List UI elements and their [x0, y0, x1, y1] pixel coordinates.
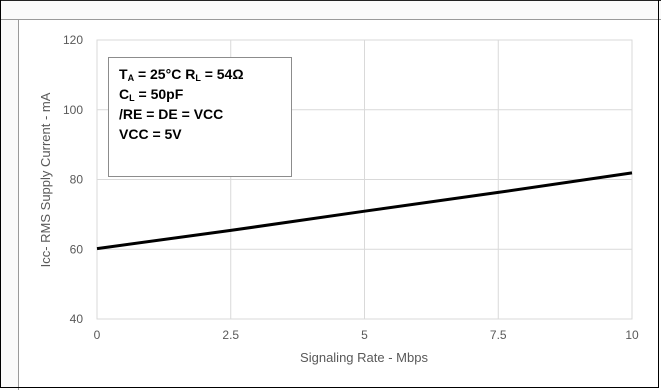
annotation-line-2: CL = 50pF [119, 86, 184, 103]
x-tick-labels: 0 2.5 5 7.5 10 [94, 328, 639, 342]
y-tick-label: 60 [70, 242, 84, 256]
left-margin-strip [0, 20, 19, 390]
y-tick-label: 100 [63, 103, 83, 117]
x-tick-label: 10 [625, 328, 639, 342]
y-tick-label: 80 [70, 173, 84, 187]
top-margin-strip [0, 1, 661, 20]
annotation-line-3: /RE = DE = VCC [119, 106, 224, 122]
x-tick-label: 2.5 [222, 328, 239, 342]
annotation-box: TA = 25°C RL = 54Ω CL = 50pF /RE = DE = … [108, 57, 292, 177]
y-tick-labels: 40 60 80 100 120 [63, 33, 83, 326]
y-tick-label: 40 [70, 312, 84, 326]
x-tick-label: 5 [361, 328, 368, 342]
series-line [96, 171, 633, 251]
annotation-line-1: TA = 25°C RL = 54Ω [119, 66, 244, 83]
series-group [96, 171, 633, 251]
x-tick-label: 0 [94, 328, 101, 342]
x-axis-label: Signaling Rate - Mbps [300, 350, 428, 365]
y-tick-label: 120 [63, 33, 83, 47]
x-tick-label: 7.5 [490, 328, 507, 342]
top-border [0, 0, 661, 1]
y-axis-label: Icc- RMS Supply Current - mA [38, 92, 53, 267]
annotation-line-4: VCC = 5V [119, 126, 182, 142]
